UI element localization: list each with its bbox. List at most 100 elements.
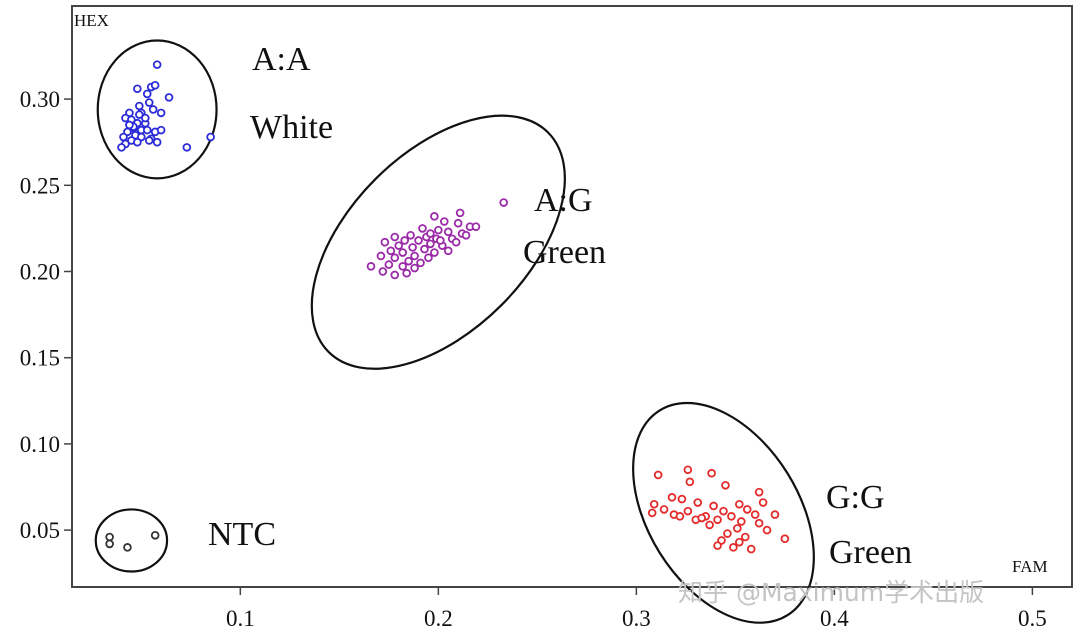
data-point [746,544,756,554]
data-points [105,60,790,554]
data-point [144,136,154,145]
data-point [398,248,407,257]
x-tick-label: 0.2 [424,606,453,631]
data-point [705,520,714,530]
data-point [758,498,768,507]
data-point [125,120,134,130]
data-point [471,222,481,231]
data-point [733,524,742,533]
data-point [780,534,790,544]
data-point [420,244,429,254]
data-point [737,517,746,526]
data-point [418,224,427,233]
data-point [436,236,445,245]
cluster-ag-color-label: Green [523,234,606,271]
data-point [150,530,160,540]
data-point [742,505,752,514]
cluster-ellipse [632,401,815,624]
data-point [653,470,663,480]
data-point [707,468,716,478]
data-point [156,125,166,135]
data-point [390,253,400,263]
data-point [133,84,142,94]
data-point [410,251,419,261]
data-point [721,480,730,490]
data-point [675,512,685,521]
x-tick-label: 0.1 [226,606,255,631]
data-point [384,260,394,269]
y-tick-label: 0.05 [20,518,60,543]
data-point [713,515,722,525]
data-point [754,518,764,528]
x-tick-label: 0.5 [1018,606,1047,631]
cluster-ntc-label: NTC [208,516,276,553]
data-point [729,543,738,552]
data-point [693,498,703,507]
data-point [647,508,657,518]
data-point [105,539,114,549]
data-point [376,251,386,261]
data-point [400,236,409,245]
data-point [424,253,433,263]
cluster-gg-color-label: Green [829,534,912,571]
y-tick-label: 0.20 [20,260,60,285]
data-point [133,137,142,147]
data-point [683,506,693,516]
data-point [366,262,376,271]
data-point [152,137,162,147]
axis-ticks: 0.1 0.2 0.3 0.4 0.5 0.05 0.10 0.15 0.20 0.25 0.30 [20,87,1047,631]
data-point [430,212,439,221]
data-point [398,262,407,271]
x-axis-label: FAM [1012,557,1048,576]
data-point [117,143,126,152]
data-point [434,225,443,235]
y-tick-label: 0.10 [20,432,60,457]
data-point [667,493,677,502]
data-point [713,541,722,550]
data-point [719,506,728,516]
data-point [105,532,114,542]
y-tick-label: 0.25 [20,173,60,198]
data-point [408,243,417,252]
data-point [416,258,425,268]
data-point [135,101,144,111]
data-point [750,510,760,519]
data-point [461,230,471,240]
data-point [770,510,780,519]
data-point [697,513,707,523]
data-point [406,230,415,240]
data-point [735,499,744,509]
data-point [164,93,174,102]
data-point [499,198,508,207]
data-point [430,248,439,257]
data-point [677,494,687,504]
data-point [740,532,750,542]
x-tick-label: 0.3 [622,606,651,631]
data-point [378,267,388,276]
data-point [206,132,215,142]
cluster-gg-label: G:G [826,479,885,516]
data-point [426,229,435,238]
data-point [443,246,453,256]
data-point [727,512,736,521]
data-point [426,239,435,249]
data-point [410,263,419,273]
data-point [148,105,158,114]
data-point [123,543,132,552]
data-point [182,143,192,152]
data-point [390,232,400,242]
x-tick-label: 0.4 [820,606,849,631]
data-point [142,125,152,135]
data-point [451,237,461,247]
data-point [683,465,693,475]
data-point [119,132,128,142]
data-point [135,110,144,119]
y-tick-label: 0.30 [20,87,60,112]
data-point [152,60,162,69]
data-point [659,505,669,514]
data-point [390,270,400,280]
data-point [142,89,152,99]
data-point [402,268,411,278]
data-point [150,81,160,90]
